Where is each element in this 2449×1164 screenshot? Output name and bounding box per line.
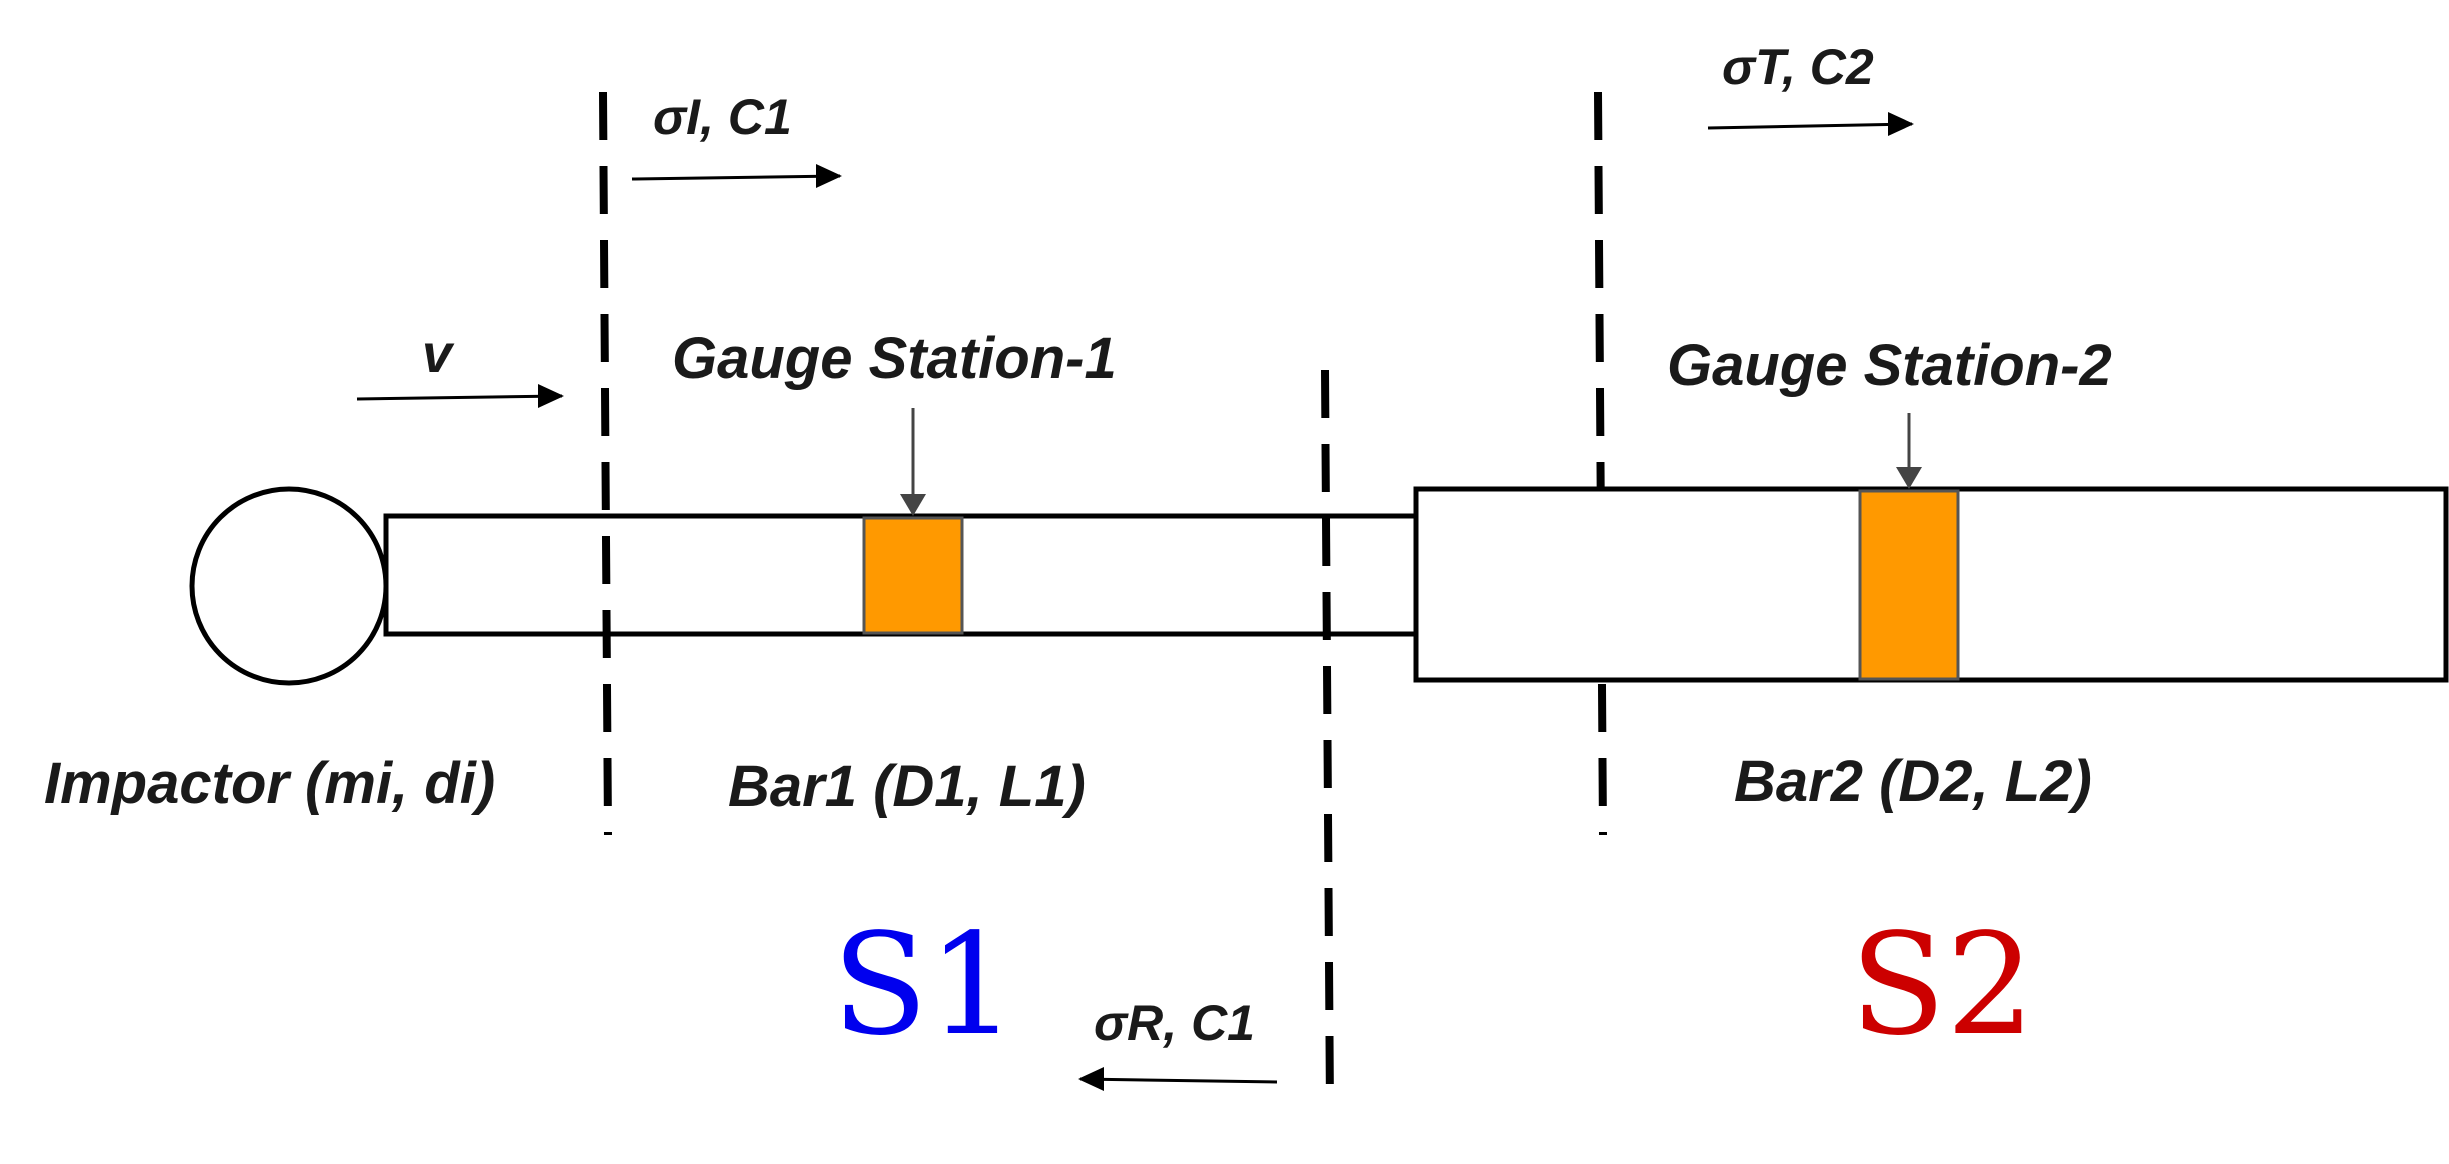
- transmitted-wave-arrow: [1707, 122, 1913, 130]
- impactor-label: Impactor (mi, di): [44, 751, 495, 816]
- gauge-1-pointer-head: [900, 494, 926, 516]
- velocity-label: v: [422, 324, 455, 384]
- velocity-arrow: [356, 394, 563, 401]
- gauge-2: [1858, 489, 1960, 681]
- velocity-arrow-head: [538, 384, 564, 408]
- transmitted-wave-label: σT, C2: [1722, 39, 1874, 95]
- section-boundary-right: [1594, 91, 1607, 836]
- reflected-wave-label: σR, C1: [1094, 995, 1255, 1051]
- section-boundary-left: [599, 91, 612, 836]
- gauge-station-1-label: Gauge Station-1: [672, 326, 1117, 391]
- bar1-label: Bar1 (D1, L1): [728, 754, 1086, 819]
- gauge-2-pointer-head: [1896, 467, 1922, 489]
- incident-wave-arrow-head: [816, 164, 842, 188]
- section-1-label: S1: [832, 904, 1017, 1067]
- bar2-label: Bar2 (D2, L2): [1734, 749, 2092, 814]
- reflected-wave-arrow-head: [1078, 1067, 1104, 1091]
- section-boundary-middle: [1321, 369, 1334, 1111]
- incident-wave-arrow: [631, 174, 841, 181]
- incident-wave-label: σI, C1: [653, 89, 792, 145]
- transmitted-wave-arrow-head: [1888, 112, 1914, 136]
- impactor-sphere: [189, 486, 389, 686]
- gauge-station-2-label: Gauge Station-2: [1667, 333, 2112, 398]
- gauge-1: [862, 516, 964, 635]
- section-2-label: S2: [1850, 904, 2035, 1067]
- reflected-wave-arrow: [1079, 1077, 1278, 1084]
